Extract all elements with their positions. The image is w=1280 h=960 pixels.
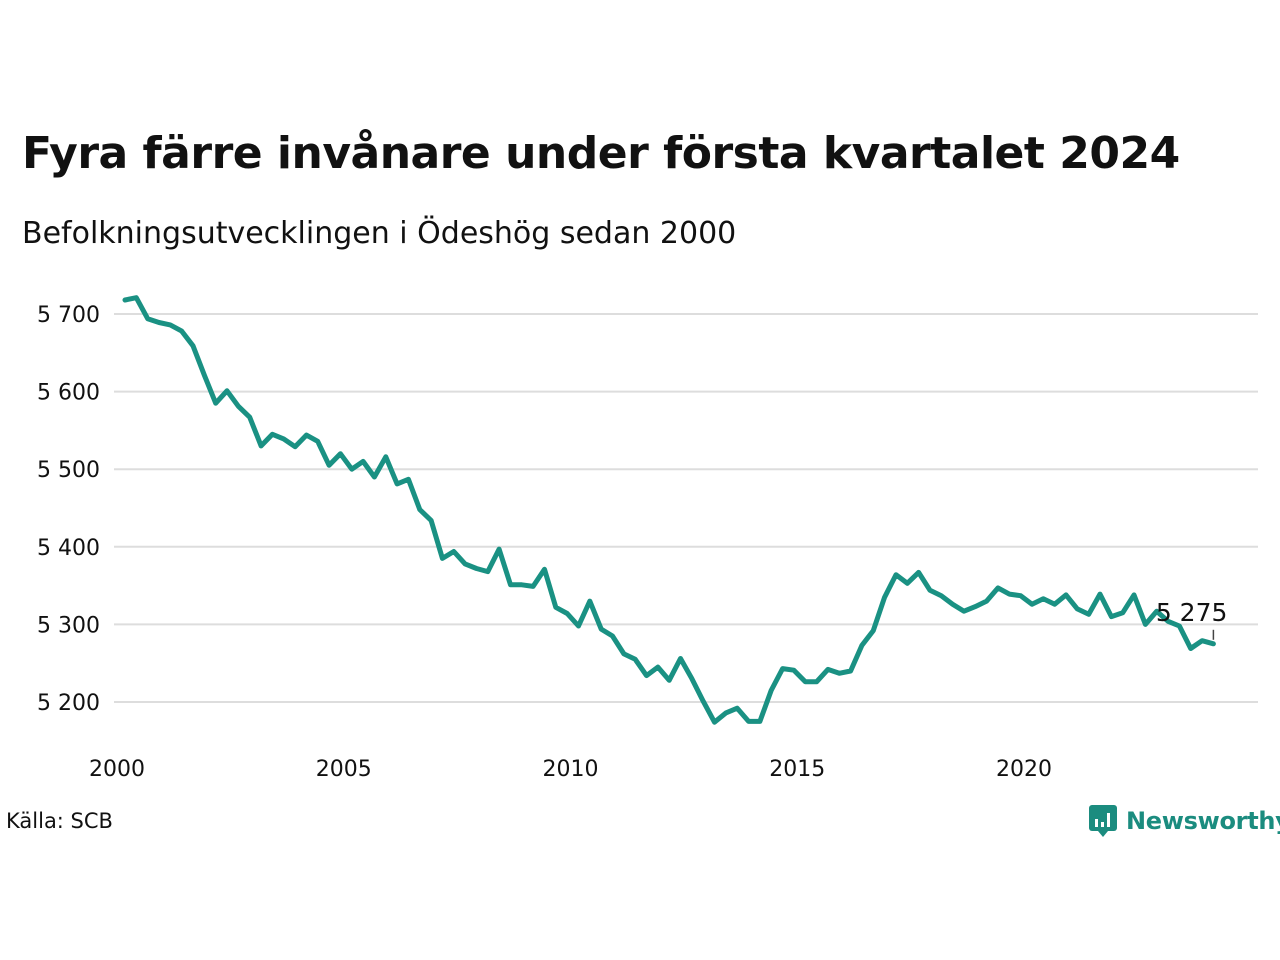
x-axis-ticks: 2000 2005 2010 2015 2020: [89, 757, 1052, 782]
gridlines: [114, 313, 1258, 703]
end-annotation: 5 275: [1156, 598, 1228, 640]
x-tick-label: 2005: [316, 757, 372, 782]
x-tick-label: 2010: [543, 757, 599, 782]
x-tick-label: 2015: [769, 757, 825, 782]
end-value-label: 5 275: [1156, 598, 1228, 627]
newsworthy-logo: Newsworthy: [1088, 804, 1280, 838]
y-tick-label: 5 400: [37, 536, 100, 561]
y-axis-ticks: 5 200 5 300 5 400 5 500 5 600 5 700: [37, 303, 100, 716]
chart-title: Fyra färre invånare under första kvartal…: [22, 128, 1180, 179]
newsworthy-logo-icon: [1089, 805, 1117, 837]
y-tick-label: 5 300: [37, 613, 100, 638]
x-tick-label: 2020: [996, 757, 1052, 782]
brand-name: Newsworthy: [1126, 807, 1280, 835]
x-tick-label: 2000: [89, 757, 145, 782]
population-line: [122, 295, 1216, 725]
y-tick-label: 5 700: [37, 303, 100, 328]
y-tick-label: 5 500: [37, 458, 100, 483]
y-tick-label: 5 200: [37, 691, 100, 716]
y-tick-label: 5 600: [37, 381, 100, 406]
source-note: Källa: SCB: [6, 809, 113, 833]
series-layer: [122, 295, 1216, 725]
chart-subtitle: Befolkningsutvecklingen i Ödeshög sedan …: [22, 216, 737, 251]
